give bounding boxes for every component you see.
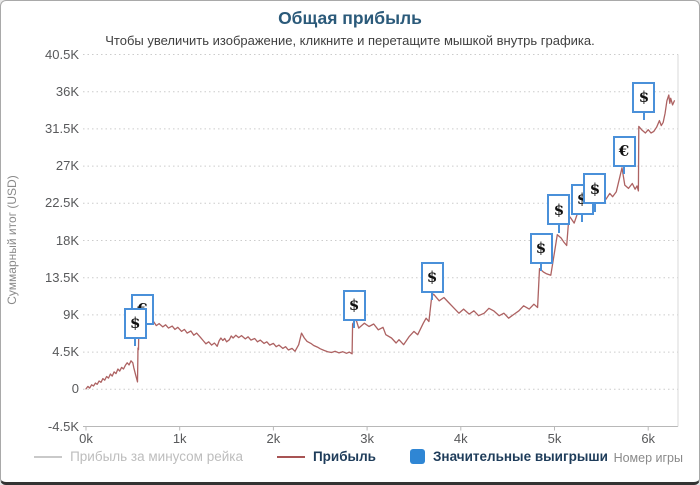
y-tick-label: 36K [55,83,79,99]
blue-square-swatch-icon [409,449,425,464]
red-line-swatch-icon [276,455,305,458]
legend-item-profit[interactable]: Прибыль [276,449,376,464]
x-tick-label: 1k [172,431,187,446]
legend-label: Прибыль за минусом рейка [70,449,243,464]
significant-win-marker[interactable]: $ [632,81,656,113]
legend-label: Значительные выигрыши [432,449,608,464]
y-axis-title: Суммарный итог (USD) [5,175,19,305]
y-tick-label: 0 [71,381,79,397]
y-tick-label: 13.5K [45,269,79,285]
marker-stem [431,292,434,301]
marker-stem [623,166,626,175]
legend-item-rake-adjusted-profit[interactable]: Прибыль за минусом рейка [34,449,243,464]
x-axis-title: Номер игры [613,451,683,465]
x-tick-label: 0k [79,431,93,446]
marker-stem [540,263,542,272]
legend-label: Прибыль [312,449,376,464]
x-tick-label: 5k [547,431,562,446]
chart-title: Общая прибыль [278,8,422,28]
significant-win-marker[interactable]: € [612,135,636,167]
legend-item-significant-wins[interactable]: Значительные выигрыши [409,449,608,464]
marker-stem [642,112,645,121]
y-tick-label: 31.5K [45,120,79,136]
marker-stem [581,214,584,222]
x-tick-label: 3k [360,431,374,446]
marker-stem [353,320,356,329]
profit-line-series [85,94,676,390]
significant-win-marker[interactable]: $ [529,232,553,264]
significant-win-marker[interactable]: $ [583,173,607,205]
significant-win-marker[interactable]: $ [123,307,147,339]
y-tick-label: 18K [55,232,79,248]
marker-stem [134,338,137,347]
gray-line-swatch-icon [34,455,63,458]
marker-stem [557,224,560,233]
legend: Прибыль за минусом рейка Прибыль Значите… [1,449,641,464]
y-tick-label: 4.5K [52,344,79,360]
y-tick-label: 27K [55,158,79,174]
x-tick-label: 6k [641,431,656,446]
y-tick-label: 40.5K [45,46,79,62]
y-tick-label: 22.5K [45,195,79,211]
significant-win-marker[interactable]: $ [420,261,444,293]
x-tick-label: 2k [266,431,281,446]
significant-win-marker[interactable]: $ [342,289,366,321]
x-tick-label: 4k [453,431,468,446]
chart-subtitle-hint: Чтобы увеличить изображение, кликните и … [105,33,595,48]
significant-win-marker[interactable]: $ [547,194,571,226]
y-tick-label: -4.5K [47,418,79,434]
y-tick-label: 9K [63,306,79,322]
marker-stem [593,203,596,212]
